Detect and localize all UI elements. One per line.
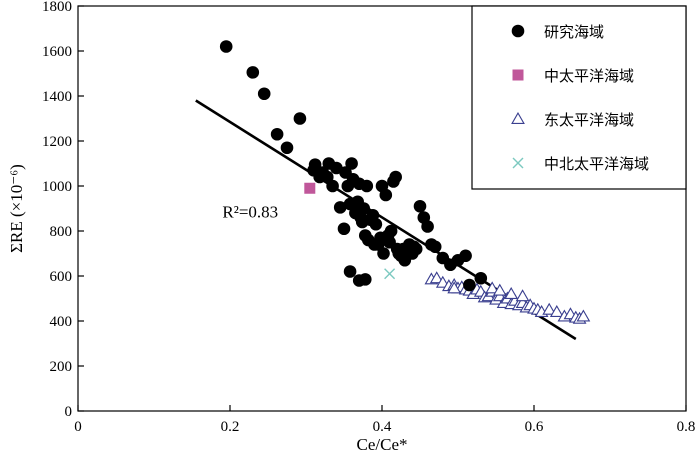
x-axis-title: Ce/Ce* — [357, 435, 408, 454]
data-point-circle — [428, 240, 442, 254]
y-tick-label: 1000 — [42, 179, 72, 195]
y-tick-label: 0 — [65, 404, 73, 420]
data-point-triangle — [549, 304, 564, 318]
data-point-triangle — [429, 271, 444, 284]
data-point-circle — [421, 220, 434, 233]
legend-marker — [512, 157, 524, 169]
data-point-triangle — [576, 309, 591, 322]
data-point-circle — [308, 158, 322, 171]
legend-label: 研究海域 — [544, 24, 604, 41]
legend-box — [471, 5, 687, 190]
y-tick-label: 600 — [50, 269, 73, 285]
data-point-circle — [343, 265, 357, 278]
y-axis: 0 200 400 600 800 1000 1200 1400 1600 1800 — [42, 0, 84, 420]
data-point-circle — [219, 40, 233, 53]
data-point-square — [304, 182, 316, 194]
data-point-circle — [379, 188, 393, 202]
y-tick-label: 1600 — [42, 44, 72, 60]
data-point-circle — [413, 199, 427, 213]
x-tick-label: 0.8 — [677, 419, 696, 435]
data-point-circle — [357, 202, 371, 215]
x-marker-stroke — [512, 157, 524, 169]
data-point-circle — [358, 273, 372, 286]
x-tick-label: 0 — [74, 419, 82, 435]
data-point-circle — [326, 179, 339, 193]
x-tick-label: 0.6 — [525, 419, 544, 435]
data-point-circle — [360, 179, 374, 193]
data-point-circle — [463, 278, 476, 292]
data-point-circle — [293, 112, 307, 125]
data-point-circle — [246, 66, 260, 79]
data-points — [219, 40, 591, 324]
data-point-circle — [377, 247, 390, 260]
data-point-triangle — [515, 289, 530, 302]
r-squared-annotation: R²=0.83 — [222, 203, 278, 222]
x-tick-label: 0.4 — [373, 419, 392, 435]
y-tick-label: 400 — [50, 314, 73, 330]
x-tick-label: 0.2 — [221, 419, 240, 435]
data-point-triangle — [542, 302, 557, 315]
legend-label: 中太平洋海域 — [544, 68, 634, 85]
data-point-triangle — [485, 281, 500, 294]
y-tick-label: 200 — [50, 359, 73, 375]
y-tick-label: 1800 — [42, 0, 72, 15]
y-axis-title: ΣRE (×10⁻⁶) — [7, 164, 26, 253]
data-point-x — [384, 268, 396, 280]
y-tick-label: 800 — [50, 224, 73, 240]
legend-marker — [511, 24, 525, 38]
y-tick-label: 1200 — [42, 134, 72, 150]
data-point-circle — [257, 87, 271, 101]
data-point-circle — [369, 217, 383, 231]
x-axis: 0 0.2 0.4 0.6 0.8 — [74, 405, 695, 435]
data-point-circle — [459, 249, 472, 263]
data-point-triangle — [447, 281, 462, 294]
legend-label: 中北太平洋海域 — [544, 156, 649, 173]
data-point-circle — [384, 224, 398, 238]
data-point-circle — [409, 242, 423, 256]
data-point-circle — [345, 157, 358, 170]
data-point-circle — [280, 141, 294, 155]
data-point-circle — [389, 170, 402, 184]
data-point-triangle — [504, 286, 519, 300]
x-marker-stroke — [384, 268, 396, 280]
data-point-circle — [474, 271, 488, 285]
y-tick-label: 1400 — [42, 89, 72, 105]
legend-marker — [512, 69, 524, 81]
legend-label: 东太平洋海域 — [544, 112, 634, 129]
data-point-triangle — [492, 283, 507, 296]
legend-marker — [511, 111, 525, 125]
data-point-circle — [337, 222, 351, 236]
data-point-circle — [270, 127, 284, 141]
